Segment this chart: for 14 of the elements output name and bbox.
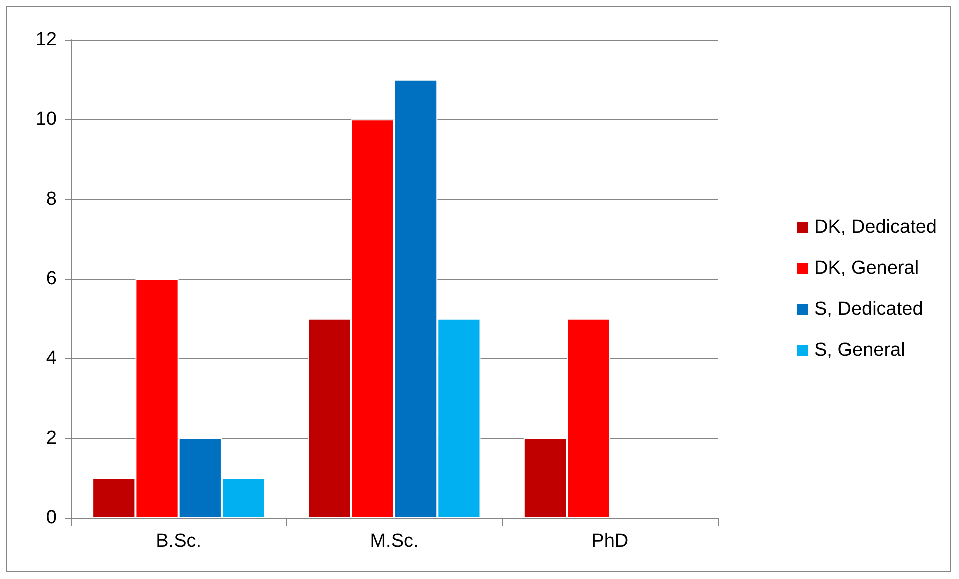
x-tick-label: B.Sc. bbox=[156, 531, 202, 552]
legend-label: S, Dedicated bbox=[814, 299, 924, 320]
y-tick-label: 0 bbox=[46, 508, 57, 528]
legend-label: S, General bbox=[814, 340, 906, 361]
y-tick-label: 4 bbox=[46, 348, 58, 370]
legend-label: DK, Dedicated bbox=[814, 217, 938, 238]
y-tick-label: 2 bbox=[46, 428, 57, 449]
x-tick-label: PhD bbox=[592, 531, 629, 552]
x-tick-label: M.Sc. bbox=[370, 531, 419, 552]
y-tick-label: 10 bbox=[36, 109, 57, 130]
legend-label: DK, General bbox=[814, 258, 920, 279]
y-tick-label: 12 bbox=[36, 30, 57, 50]
y-tick-label: 6 bbox=[46, 268, 57, 290]
y-tick-label: 8 bbox=[46, 188, 57, 210]
